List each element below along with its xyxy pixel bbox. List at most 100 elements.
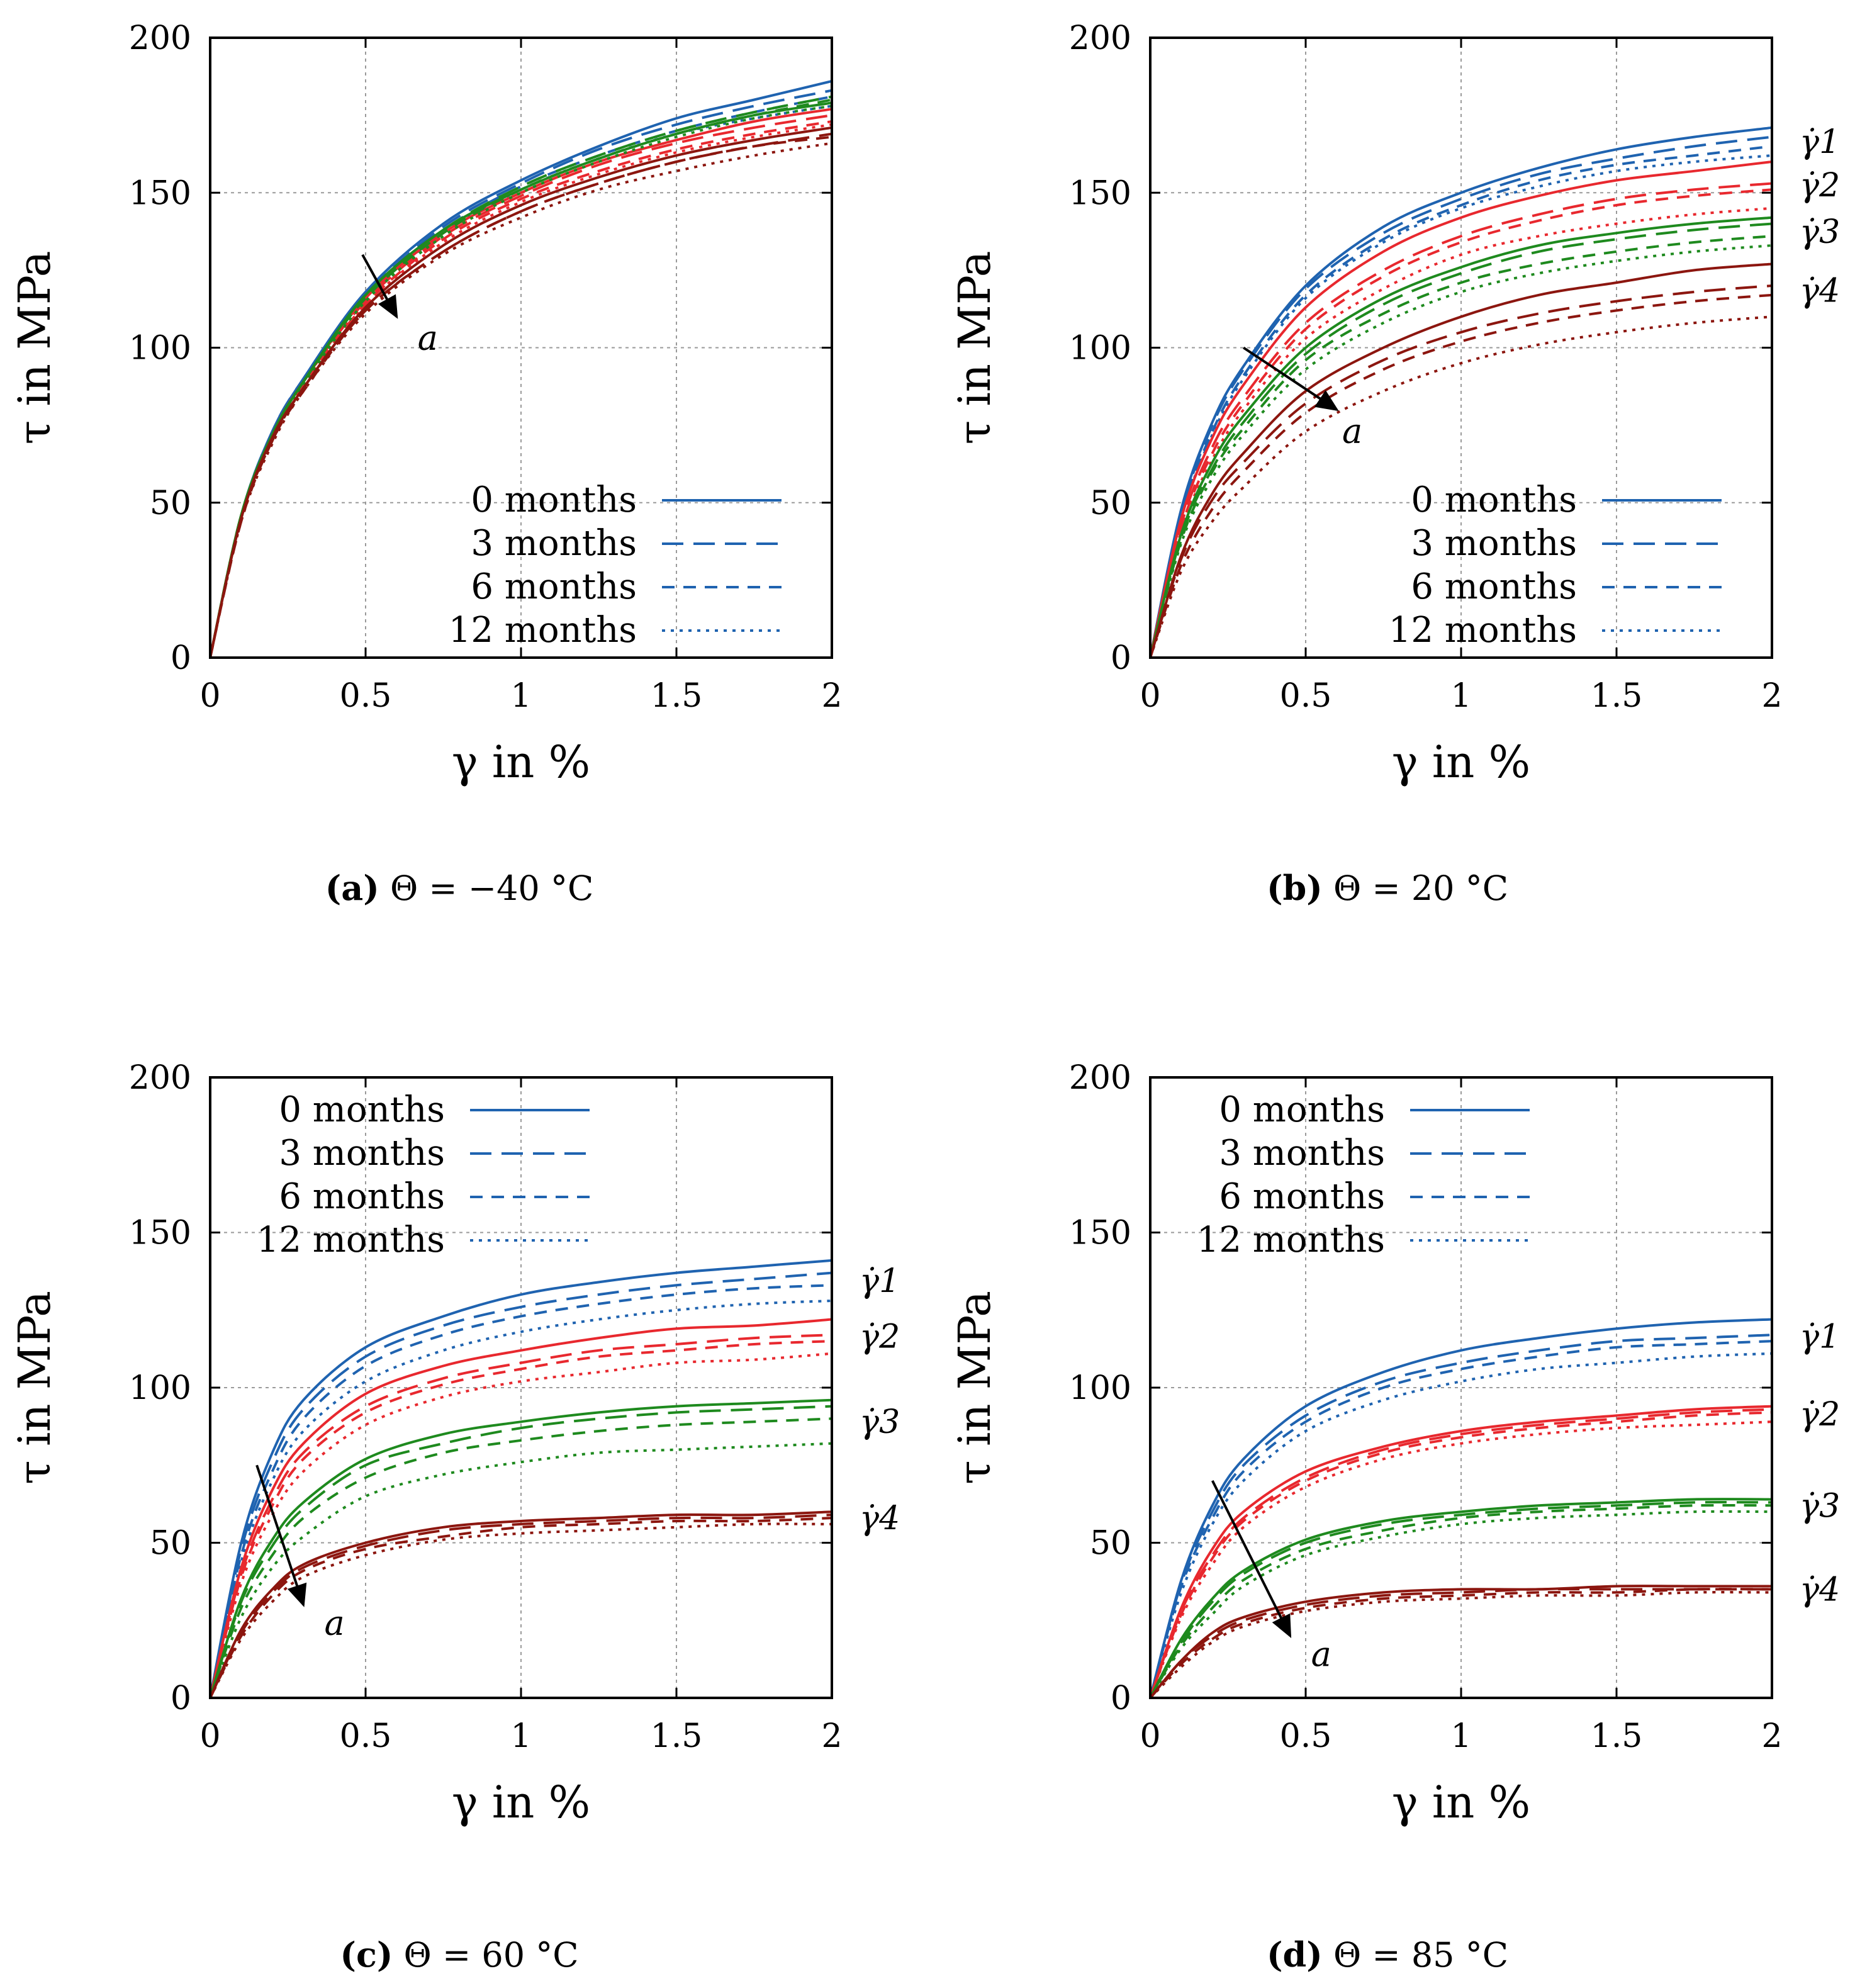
x-tick-label: 1 [510,677,531,715]
caption-text: Θ = 60 °C [393,1935,578,1975]
rate-label: γ̇2 [1800,167,1840,205]
y-tick-label: 0 [1111,1680,1131,1717]
caption-letter: (c) [340,1935,393,1975]
series-line-rate1-0-months [209,1259,832,1699]
series-line-rate3-0-months [1149,216,1773,658]
series-line-rate4-0-months [1149,1585,1772,1699]
y-tick-label: 0 [171,639,191,677]
series-line-rate4-6-months [1149,1588,1773,1699]
series-line-rate4-0-months [209,1510,832,1699]
x-tick-label: 0 [199,677,220,715]
panel-caption: (b) Θ = 20 °C [1267,868,1508,908]
legend-label: 0 months [1219,1089,1385,1130]
series-line-rate3-3-months [1149,1501,1773,1699]
legend-label: 6 months [279,1176,445,1217]
series-line-rate2-3-months [209,114,832,658]
series-line-rate4-6-months [209,1517,832,1699]
series-line-rate2-12-months [209,1352,832,1699]
series-group [209,1259,832,1699]
y-tick-label: 150 [129,174,191,212]
series-line-rate3-6-months [209,1417,832,1699]
panel-d: 0 0.5 1 1.5 2 0 50 100 150 200 γ in % τ in MPa 0 mon… [949,1059,1840,1975]
x-tick-label: 1 [1450,677,1471,715]
x-tick-label: 2 [821,1717,842,1755]
x-axis-label: γ in % [1392,1777,1530,1828]
caption-text: Θ = 20 °C [1323,868,1508,908]
aging-annotation: a [418,318,438,358]
series-line-rate1-3-months [1149,1334,1773,1699]
aging-annotation: a [1311,1634,1331,1674]
y-axis-label: τ in MPa [949,1291,1000,1485]
series-line-rate3-12-months [1149,1510,1773,1699]
rate-label: γ̇1 [860,1262,900,1300]
y-tick-label: 50 [150,485,191,522]
legend-label: 0 months [1411,480,1577,520]
series-line-rate4-3-months [209,1513,832,1699]
series-line-rate2-12-months [1149,1420,1773,1699]
series-line-rate2-6-months [1149,1411,1773,1699]
legend-label: 3 months [471,523,637,564]
series-line-rate4-0-months [209,126,832,658]
rate-label: γ̇4 [860,1500,900,1537]
caption-text: Θ = −40 °C [379,868,593,908]
series-line-rate2-12-months [209,123,832,658]
caption-text: Θ = 85 °C [1323,1935,1508,1975]
aging-arrow [361,254,398,319]
x-tick-label: 0.5 [1280,1717,1332,1755]
y-tick-label: 150 [129,1215,191,1252]
rate-label: γ̇3 [860,1403,900,1441]
legend-label: 3 months [1219,1133,1385,1174]
y-tick-label: 100 [129,330,191,368]
rate-label: γ̇1 [1800,123,1840,161]
legend-label: 6 months [1219,1176,1385,1217]
rate-label: γ̇4 [1800,272,1840,310]
y-tick-label: 0 [171,1680,191,1717]
legend-label: 0 months [471,480,637,520]
x-tick-label: 1.5 [651,677,703,715]
x-axis-label: γ in % [452,1777,590,1828]
x-tick-label: 1 [1450,1717,1471,1755]
y-tick-label: 200 [1069,1059,1131,1097]
caption-letter: (b) [1267,868,1323,908]
legend-label: 12 months [257,1220,445,1261]
series-line-rate3-6-months [1149,235,1773,658]
x-tick-label: 0.5 [340,677,392,715]
x-tick-label: 0.5 [340,1717,392,1755]
caption-letter: (a) [325,868,379,908]
series-line-rate4-3-months [1149,284,1773,658]
y-axis-label: τ in MPa [949,250,1000,444]
panel-caption: (c) Θ = 60 °C [340,1935,578,1975]
y-tick-label: 50 [1090,1525,1131,1563]
x-tick-label: 1.5 [1591,1717,1643,1755]
series-line-rate3-6-months [209,98,832,658]
y-tick-label: 50 [150,1525,191,1563]
series-line-rate4-12-months [1149,1591,1773,1699]
legend-label: 12 months [1197,1220,1385,1261]
panel-caption: (a) Θ = −40 °C [325,868,594,908]
rate-label: γ̇1 [1800,1318,1840,1356]
rate-label: γ̇3 [1800,1487,1840,1525]
rate-label: γ̇3 [1800,213,1840,251]
y-axis-label: τ in MPa [9,250,60,444]
y-tick-label: 200 [129,1059,191,1097]
series-line-rate3-3-months [209,1405,832,1699]
x-tick-label: 2 [1761,677,1782,715]
series-line-rate4-12-months [1149,315,1773,658]
legend-label: 3 months [279,1133,445,1174]
series-line-rate4-0-months [1149,262,1773,658]
x-tick-label: 0.5 [1280,677,1332,715]
rate-label: γ̇4 [1800,1571,1840,1609]
series-line-rate3-3-months [1149,222,1773,658]
series-line-rate3-0-months [209,1398,832,1699]
x-axis-label: γ in % [1392,736,1530,788]
aging-arrow [1211,1480,1292,1638]
aging-annotation: a [1342,411,1362,451]
x-tick-label: 2 [1761,1717,1782,1755]
series-line-rate2-3-months [1149,1408,1773,1699]
series-line-rate3-6-months [1149,1503,1773,1699]
